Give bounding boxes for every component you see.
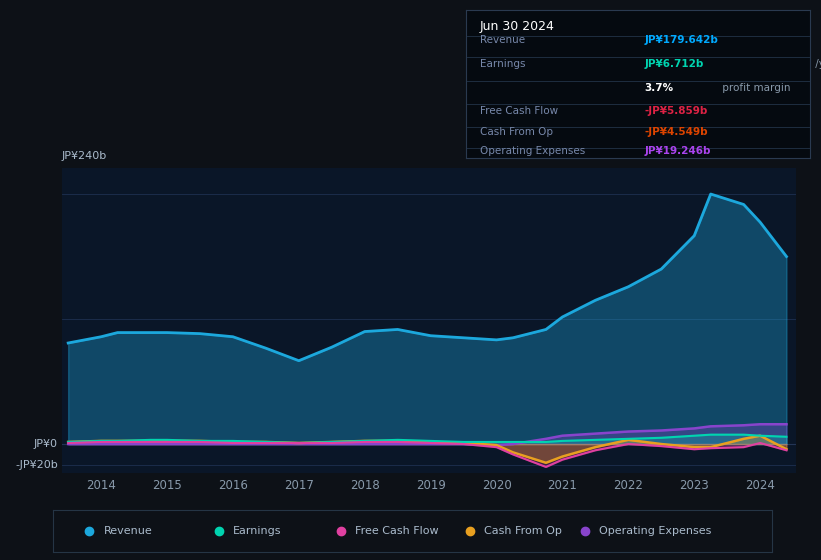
Text: JP¥19.246b /yr: JP¥19.246b /yr [644, 146, 721, 156]
Text: JP¥179.642b: JP¥179.642b [644, 35, 718, 45]
Text: Cash From Op: Cash From Op [480, 127, 553, 137]
Text: JP¥6.712b: JP¥6.712b [644, 59, 704, 69]
Text: -JP¥4.549b: -JP¥4.549b [644, 127, 709, 137]
Text: JP¥6.712b /yr: JP¥6.712b /yr [644, 59, 714, 69]
Text: Free Cash Flow: Free Cash Flow [480, 106, 558, 116]
Text: -JP¥5.859b: -JP¥5.859b [644, 106, 709, 116]
Text: JP¥19.246b: JP¥19.246b [644, 146, 711, 156]
Text: -JP¥20b: -JP¥20b [15, 460, 58, 470]
Text: /yr: /yr [812, 59, 821, 69]
Text: Operating Expenses: Operating Expenses [599, 526, 712, 535]
Text: Operating Expenses: Operating Expenses [480, 146, 585, 156]
Text: Jun 30 2024: Jun 30 2024 [480, 20, 555, 33]
Text: Revenue: Revenue [103, 526, 153, 535]
Text: -JP¥5.859b /yr: -JP¥5.859b /yr [644, 106, 718, 116]
Text: Revenue: Revenue [480, 35, 525, 45]
Text: -JP¥4.549b /yr: -JP¥4.549b /yr [644, 127, 718, 137]
Text: 3.7% profit margin: 3.7% profit margin [644, 83, 743, 92]
Text: Earnings: Earnings [480, 59, 525, 69]
Text: 3.7%: 3.7% [644, 83, 674, 92]
Text: JP¥179.642b /yr: JP¥179.642b /yr [644, 35, 727, 45]
Text: profit margin: profit margin [719, 83, 791, 92]
Text: Cash From Op: Cash From Op [484, 526, 562, 535]
Text: JP¥240b: JP¥240b [62, 151, 107, 161]
Text: JP¥0: JP¥0 [34, 439, 58, 449]
Text: Earnings: Earnings [233, 526, 282, 535]
Text: Free Cash Flow: Free Cash Flow [355, 526, 438, 535]
